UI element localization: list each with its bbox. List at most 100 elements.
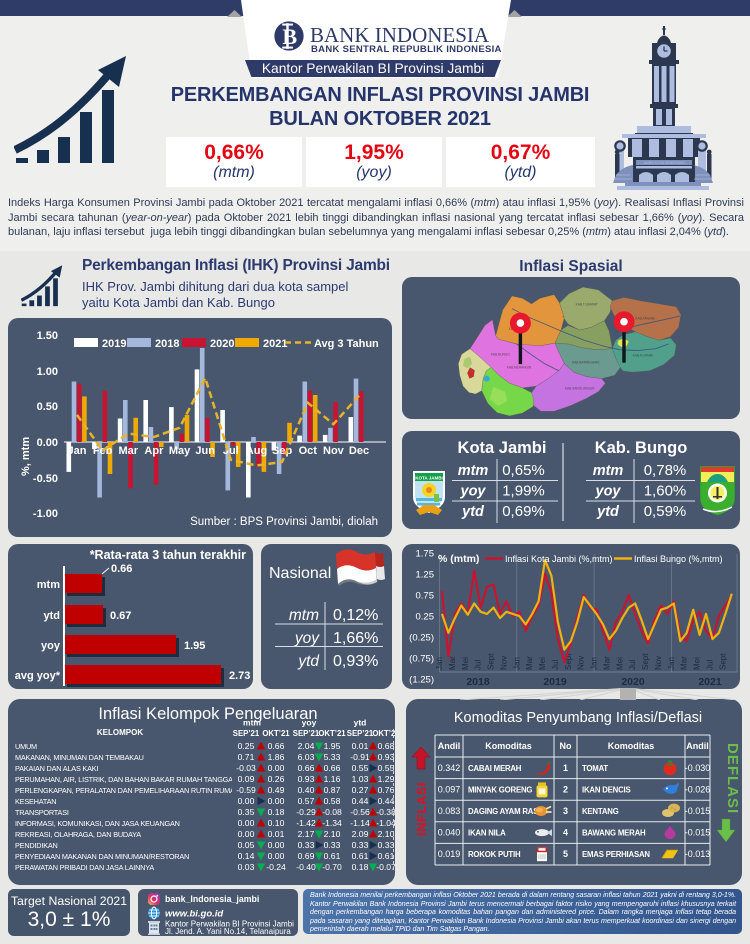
svg-text:-0.026: -0.026 [685,784,711,794]
svg-text:1.29: 1.29 [378,774,395,784]
svg-text:Nov: Nov [577,656,586,670]
svg-text:0.40: 0.40 [298,785,315,795]
svg-text:ROKOK PUTIH: ROKOK PUTIH [468,850,521,859]
svg-text:-0.40: -0.40 [296,862,316,872]
svg-text:Oct: Oct [299,445,318,457]
svg-text:MAKANAN, MINUMAN DAN TEMBAKAU: MAKANAN, MINUMAN DAN TEMBAKAU [15,753,144,762]
svg-text:ytd: ytd [596,504,620,520]
svg-text:-0.56: -0.56 [350,807,370,817]
svg-text:PENDIDIKAN: PENDIDIKAN [15,841,58,850]
svg-text:0.00: 0.00 [268,763,285,773]
svg-text:B: B [282,24,297,49]
svg-text:ytd: ytd [354,718,367,728]
svg-text:-0.29: -0.29 [296,807,316,817]
svg-text:yoy: yoy [302,718,317,728]
svg-text:0.55: 0.55 [378,763,395,773]
svg-text:0.55: 0.55 [352,763,369,773]
svg-text:0.33: 0.33 [352,840,369,850]
svg-text:-0.08: -0.08 [322,807,342,817]
svg-text:mtm: mtm [458,463,489,479]
svg-text:KESEHATAN: KESEHATAN [15,797,56,806]
svg-text:Feb: Feb [93,445,113,457]
svg-text:INFLASI: INFLASI [414,782,429,836]
svg-text:OKT’21: OKT’21 [372,729,395,738]
svg-text:2019: 2019 [543,676,567,688]
svg-text:2018: 2018 [466,676,490,688]
svg-text:*Rata-rata 3 tahun terakhir: *Rata-rata 3 tahun terakhir [90,548,246,562]
svg-text:Jan: Jan [667,657,676,670]
svg-text:0.33: 0.33 [324,840,341,850]
svg-text:0.75: 0.75 [416,591,435,602]
svg-text:mtm: mtm [289,607,319,624]
svg-text:Aug: Aug [246,445,267,457]
svg-text:(0.25): (0.25) [409,633,434,644]
svg-text:-0.07: -0.07 [376,862,395,872]
svg-text:0.18: 0.18 [352,862,369,872]
svg-text:1.03: 1.03 [352,774,369,784]
svg-text:0.00: 0.00 [268,796,285,806]
svg-text:MINYAK GORENG: MINYAK GORENG [468,785,532,794]
svg-text:BAWANG MERAH: BAWANG MERAH [582,829,646,838]
svg-text:Jan: Jan [68,445,87,457]
svg-text:KAB.BATANGHARI: KAB.BATANGHARI [572,361,600,365]
svg-text:0.87: 0.87 [324,785,341,795]
svg-text:DAGING AYAM RAS: DAGING AYAM RAS [468,807,538,816]
svg-text:0.097: 0.097 [438,784,461,794]
svg-text:mtm: mtm [593,463,624,479]
svg-text:OKT’21: OKT’21 [318,729,346,738]
svg-text:-0.030: -0.030 [685,763,711,773]
svg-text:0.93: 0.93 [378,752,395,762]
svg-text:0.09: 0.09 [238,774,255,784]
svg-text:Jan: Jan [590,657,599,670]
svg-text:KOTA JAMBI: KOTA JAMBI [415,476,443,481]
svg-text:Sept: Sept [487,653,496,670]
svg-text:0.14: 0.14 [238,851,255,861]
svg-text:0.68: 0.68 [378,741,395,751]
svg-text:0.03: 0.03 [238,862,255,872]
svg-text:0,59%: 0,59% [644,503,687,520]
svg-text:May: May [169,445,191,457]
svg-text:1.25: 1.25 [416,570,435,581]
svg-text:yoy: yoy [460,484,487,500]
svg-text:-1.42: -1.42 [296,818,316,828]
svg-text:UMUM: UMUM [15,742,37,751]
svg-text:0.67: 0.67 [110,610,131,622]
svg-text:3: 3 [563,806,568,816]
svg-text:0.083: 0.083 [438,806,461,816]
svg-text:0.58: 0.58 [324,796,341,806]
svg-text:0.61: 0.61 [352,851,369,861]
svg-text:1.75: 1.75 [416,549,435,560]
svg-text:5.33: 5.33 [324,752,341,762]
svg-text:Mar: Mar [119,445,139,457]
svg-text:(0.75): (0.75) [409,654,434,665]
svg-text:KAB.MERANGIN: KAB.MERANGIN [507,365,532,369]
svg-text:REKREASI, OLAHRAGA, DAN BUDAYA: REKREASI, OLAHRAGA, DAN BUDAYA [15,830,141,839]
svg-text:Jan: Jan [435,657,444,670]
svg-text:0,65%: 0,65% [502,462,545,479]
svg-text:ytd: ytd [461,504,485,520]
svg-text:PERUMAHAN, AIR, LISTRIK, DAN B: PERUMAHAN, AIR, LISTRIK, DAN BAHAN BAKAR… [15,775,233,784]
svg-text:0.00: 0.00 [268,851,285,861]
svg-text:1.95: 1.95 [324,741,341,751]
svg-text:0.69: 0.69 [298,851,315,861]
svg-text:Sept: Sept [564,653,573,670]
svg-text:Jul: Jul [223,445,239,457]
svg-text:0.00: 0.00 [238,796,255,806]
svg-text:Avg 3 Tahun: Avg 3 Tahun [314,338,379,350]
svg-text:KAB.SAROLANGUN: KAB.SAROLANGUN [565,386,595,390]
svg-text:OKT’21: OKT’21 [262,729,290,738]
svg-text:Jul: Jul [706,660,715,670]
svg-text:0,69%: 0,69% [502,503,545,520]
svg-text:0.35: 0.35 [238,807,255,817]
svg-text:Mei: Mei [538,657,547,670]
svg-text:KELOMPOK: KELOMPOK [97,728,143,737]
svg-text:INFORMASI, KOMUNIKASI, DAN JAS: INFORMASI, KOMUNIKASI, DAN JASA KEUANGAN [15,819,180,828]
svg-text:2.10: 2.10 [378,829,395,839]
svg-text:Mar: Mar [525,656,534,670]
svg-text:2021: 2021 [263,338,287,350]
svg-text:0.66: 0.66 [298,763,315,773]
svg-text:Sep: Sep [272,445,292,457]
svg-text:Dec: Dec [349,445,369,457]
svg-text:yoy: yoy [595,484,622,500]
svg-text:bank_Indonesia_jambi: bank_Indonesia_jambi [165,894,259,904]
